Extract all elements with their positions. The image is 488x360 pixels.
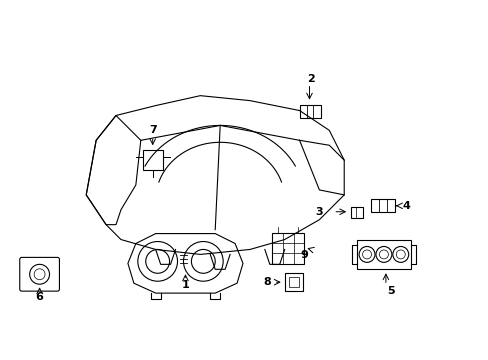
Bar	[271, 233, 303, 264]
Text: 6: 6	[36, 292, 43, 302]
Text: 7: 7	[148, 125, 156, 135]
Bar	[370, 199, 394, 212]
Bar	[299, 105, 321, 118]
Text: 5: 5	[386, 286, 394, 296]
Bar	[284, 273, 302, 291]
Text: 4: 4	[402, 201, 410, 211]
Text: 9: 9	[300, 251, 308, 260]
Text: 1: 1	[181, 280, 189, 290]
Bar	[142, 150, 163, 170]
Bar	[350, 207, 362, 218]
Text: 3: 3	[315, 207, 323, 217]
Text: 8: 8	[263, 277, 270, 287]
Bar	[288, 277, 298, 287]
Bar	[356, 239, 410, 269]
Text: 2: 2	[307, 74, 315, 84]
